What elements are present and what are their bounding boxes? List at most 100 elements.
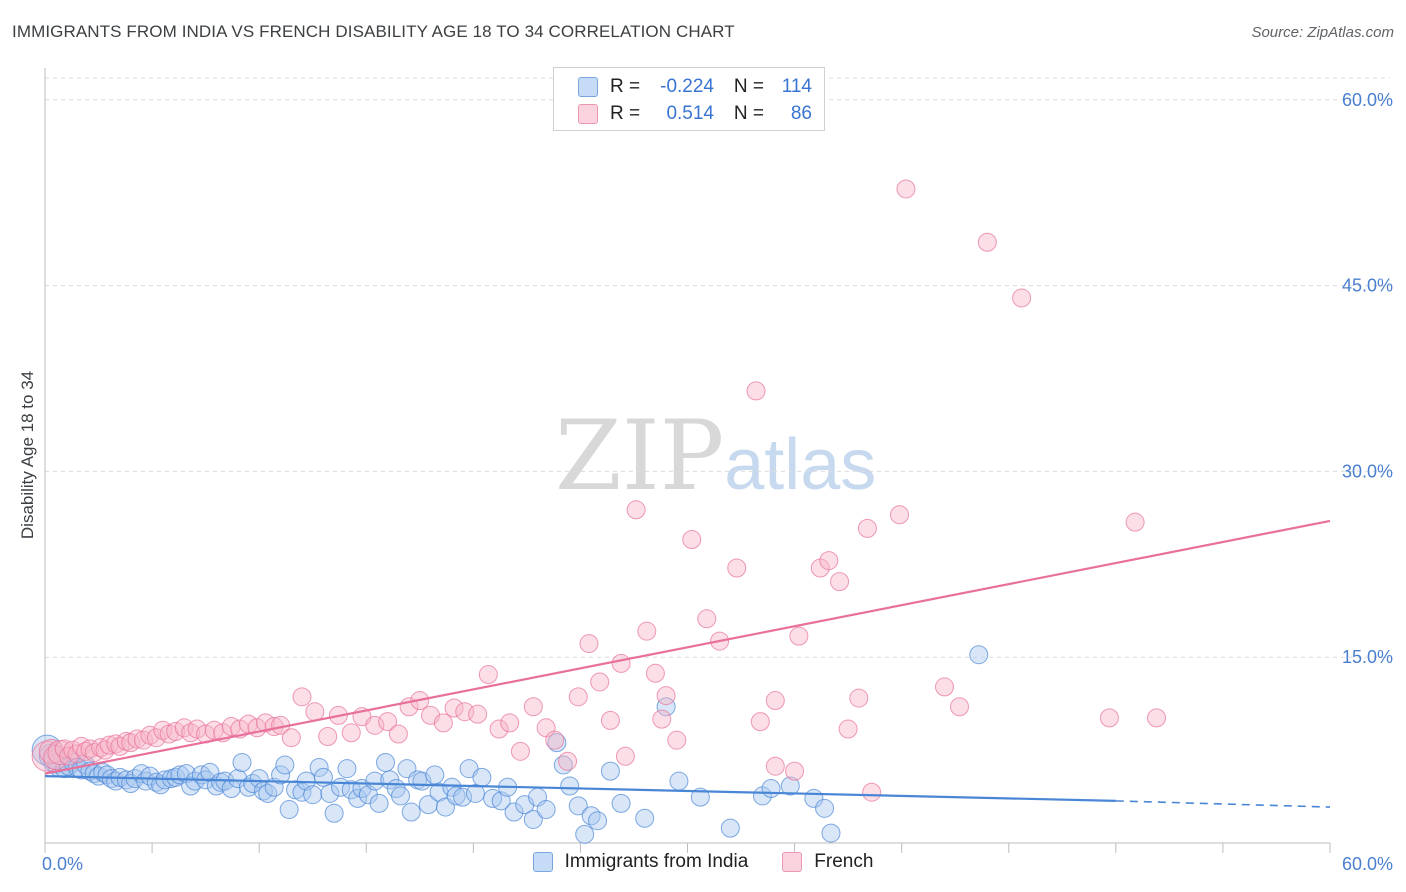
point-india [418,795,438,815]
point-french [568,687,588,707]
series-legend-india[interactable]: Immigrants from India [532,851,749,873]
point-india [780,776,800,796]
point-french [935,677,954,697]
point-india [821,823,841,843]
point-india [465,783,485,803]
series-label-french: French [814,851,874,872]
point-india [232,752,252,772]
point-french [558,751,578,771]
point-french [146,728,166,748]
point-french [444,698,464,718]
point-french [727,558,747,578]
point-india [635,808,655,828]
point-india [337,759,357,779]
point-french [500,713,520,733]
point-india [446,786,466,806]
point-india [320,783,340,803]
legend-n-label: N = [733,76,764,97]
trend-line-india [44,775,1116,802]
legend-r-label: R = [610,76,641,97]
point-french [656,686,676,706]
point-french [1012,288,1032,308]
point-india [264,777,284,797]
point-french [110,736,130,756]
point-french [433,713,453,733]
series-legend-french[interactable]: French [782,851,873,873]
point-india [369,793,389,813]
point-india [690,787,710,807]
point-french [615,746,635,766]
point-french [819,551,839,571]
point-french [667,730,687,750]
point-india [271,765,291,785]
point-india [303,785,323,805]
point-french [977,232,997,252]
legend-swatch-india [578,77,598,97]
point-india [243,774,263,794]
point-india [588,811,608,831]
point-french [682,530,702,550]
point-india [275,755,295,775]
point-french [789,626,809,646]
point-french [341,723,361,743]
point-french [181,723,201,743]
point-french [523,697,543,717]
point-india [969,645,989,665]
source-credit: Source: ZipAtlas.com [1251,24,1394,41]
series-swatch-french [782,852,803,872]
y-tick-label: 45.0% [1342,276,1393,296]
point-french [890,505,910,525]
point-india [536,800,556,820]
point-india [376,752,396,772]
point-french [545,730,565,750]
legend-row-french: R = 0.514 N = 86 [578,102,812,126]
y-tick-label: 15.0% [1342,647,1393,667]
point-french [292,687,312,707]
point-french [611,653,631,673]
point-india [391,786,411,806]
point-india [279,800,299,820]
point-french [765,691,785,711]
point-french [697,609,717,629]
point-french [378,712,398,732]
point-french [949,697,969,717]
point-india [600,761,620,781]
trend-line-french [44,519,1331,775]
stats-legend: R = -0.224 N = 114 R = 0.514 N = 86 [553,67,825,131]
point-french [579,634,599,654]
point-india [669,771,689,791]
point-india [761,778,781,798]
point-india [453,787,473,807]
point-india [365,771,385,791]
point-french [1147,708,1167,728]
point-french [127,729,147,749]
point-french [318,726,338,746]
legend-swatch-french [578,104,598,124]
point-india [656,697,676,717]
point-india [815,798,835,818]
point-india [309,757,329,777]
point-french [510,741,530,761]
point-french [750,712,770,732]
point-india [442,777,462,797]
point-india [720,818,740,838]
point-french [489,719,509,739]
chart-title: IMMIGRANTS FROM INDIA VS FRENCH DISABILI… [12,22,735,41]
x-tick-label: 0.0% [42,854,83,874]
point-french [388,724,408,744]
point-india [611,793,631,813]
trend-extension-india [1115,800,1331,808]
point-india [401,802,421,822]
series-label-india: Immigrants from India [564,851,749,872]
point-french [830,572,850,592]
legend-r-value: -0.224 [660,76,714,97]
point-french [637,621,657,641]
point-french [765,756,785,776]
point-india [568,796,588,816]
legend-row-india: R = -0.224 N = 114 [578,75,812,99]
legend-n-value: 114 [781,76,812,97]
point-french [645,663,665,683]
point-india [425,765,445,785]
point-french [305,702,325,722]
